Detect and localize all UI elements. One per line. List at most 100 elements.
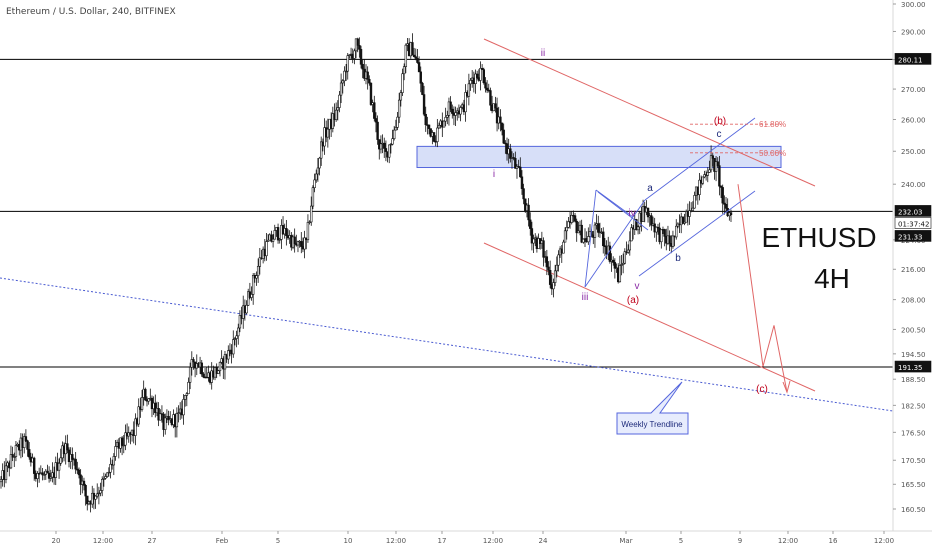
candle-body [359,49,363,65]
candle-body [104,476,107,479]
x-tick-label: 12:00 [483,537,503,545]
candle-body [339,82,343,96]
candle-body [336,107,339,111]
candle-body [494,103,497,109]
candle-body [183,395,187,400]
candle-body [693,195,696,209]
candle-body [437,125,441,129]
candle-body [276,227,280,241]
candle-body [227,350,230,360]
candle-body [608,245,612,262]
wave-structure-line [597,191,649,231]
candle-body [495,107,499,124]
candle-body [320,141,323,159]
candle-body [76,468,79,471]
candle-body [512,157,515,159]
wave-label: a [647,183,653,194]
candle-body [13,456,16,458]
candle-body [444,116,447,122]
candle-body [721,187,724,204]
candle-body [218,362,222,372]
weekly-trendline-line [0,277,894,412]
symbol-title: Ethereum / U.S. Dollar, 240, BITFINEX [6,7,176,17]
price-axis: 300.00290.00280.00270.00260.00250.00240.… [892,0,932,550]
candle-body [675,225,678,238]
candle-body [681,216,685,224]
candle-body [311,187,315,207]
candle-body [134,418,137,436]
callout-text: Weekly Trendline [621,420,683,429]
candle-body [84,485,87,497]
candle-body [489,90,492,106]
wave-structure-line [632,199,646,218]
candle-body [318,157,321,169]
candles [0,33,733,513]
candle-body [270,234,273,242]
candle-body [698,179,701,195]
candle-body [96,493,99,497]
candle-body [706,172,709,176]
candle-body [46,470,49,474]
y-tick-label: 300.00 [901,1,926,9]
candle-body [402,66,406,75]
x-tick-label: Feb [216,537,229,545]
candle-body [708,169,711,173]
candle-body [480,68,484,70]
candle-body [394,127,398,131]
candle-body [520,176,524,189]
candle-body [570,215,573,223]
candle-body [278,239,281,241]
candle-body [107,471,111,474]
candle-body [32,457,36,474]
candle-body [548,270,552,285]
candle-body [502,129,505,144]
y-tick-label: 170.50 [901,457,926,465]
candle-body [464,92,467,113]
candle-body [112,456,116,466]
candle-body [646,207,650,218]
candle-body [620,264,623,266]
candle-body [334,109,338,120]
candle-body [14,445,18,457]
trendline-callout: Weekly Trendline [616,381,689,435]
candle-body [688,210,691,217]
candle-body [630,227,633,242]
wave-label: iv [628,208,635,219]
candle-body [519,166,522,178]
candle-body [308,221,311,224]
candle-body [187,381,190,395]
candle-body [343,70,346,82]
candle-body [469,80,472,85]
y-tick-label: 208.00 [901,297,926,305]
candle-body [192,359,195,363]
candle-body [602,231,605,247]
fib-level-label: 50.00% [759,149,786,158]
y-tick-label: 270.00 [901,86,926,94]
candle-body [668,235,671,244]
candle-body [676,223,680,227]
candle-body [467,83,471,97]
candle-body [623,251,627,264]
price-tag-bg [894,53,932,65]
price-tag-label: 231.33 [898,233,923,241]
candle-body [597,223,600,233]
wave-label: (c) [756,384,768,395]
candle-body [190,359,193,368]
candle-body [384,148,388,152]
candle-body [545,256,549,268]
candle-body [11,454,14,458]
x-tick-label: 12:00 [778,537,798,545]
candle-body [573,215,577,222]
candle-body [612,259,615,263]
candle-body [412,54,416,58]
candle-body [446,115,449,118]
candle-body [251,275,255,295]
wave-label: ii [541,48,545,59]
candle-body [716,161,719,166]
candle-body [23,436,26,448]
candle-body [74,458,77,470]
candle-body [102,477,106,480]
x-tick-label: 16 [829,537,838,545]
